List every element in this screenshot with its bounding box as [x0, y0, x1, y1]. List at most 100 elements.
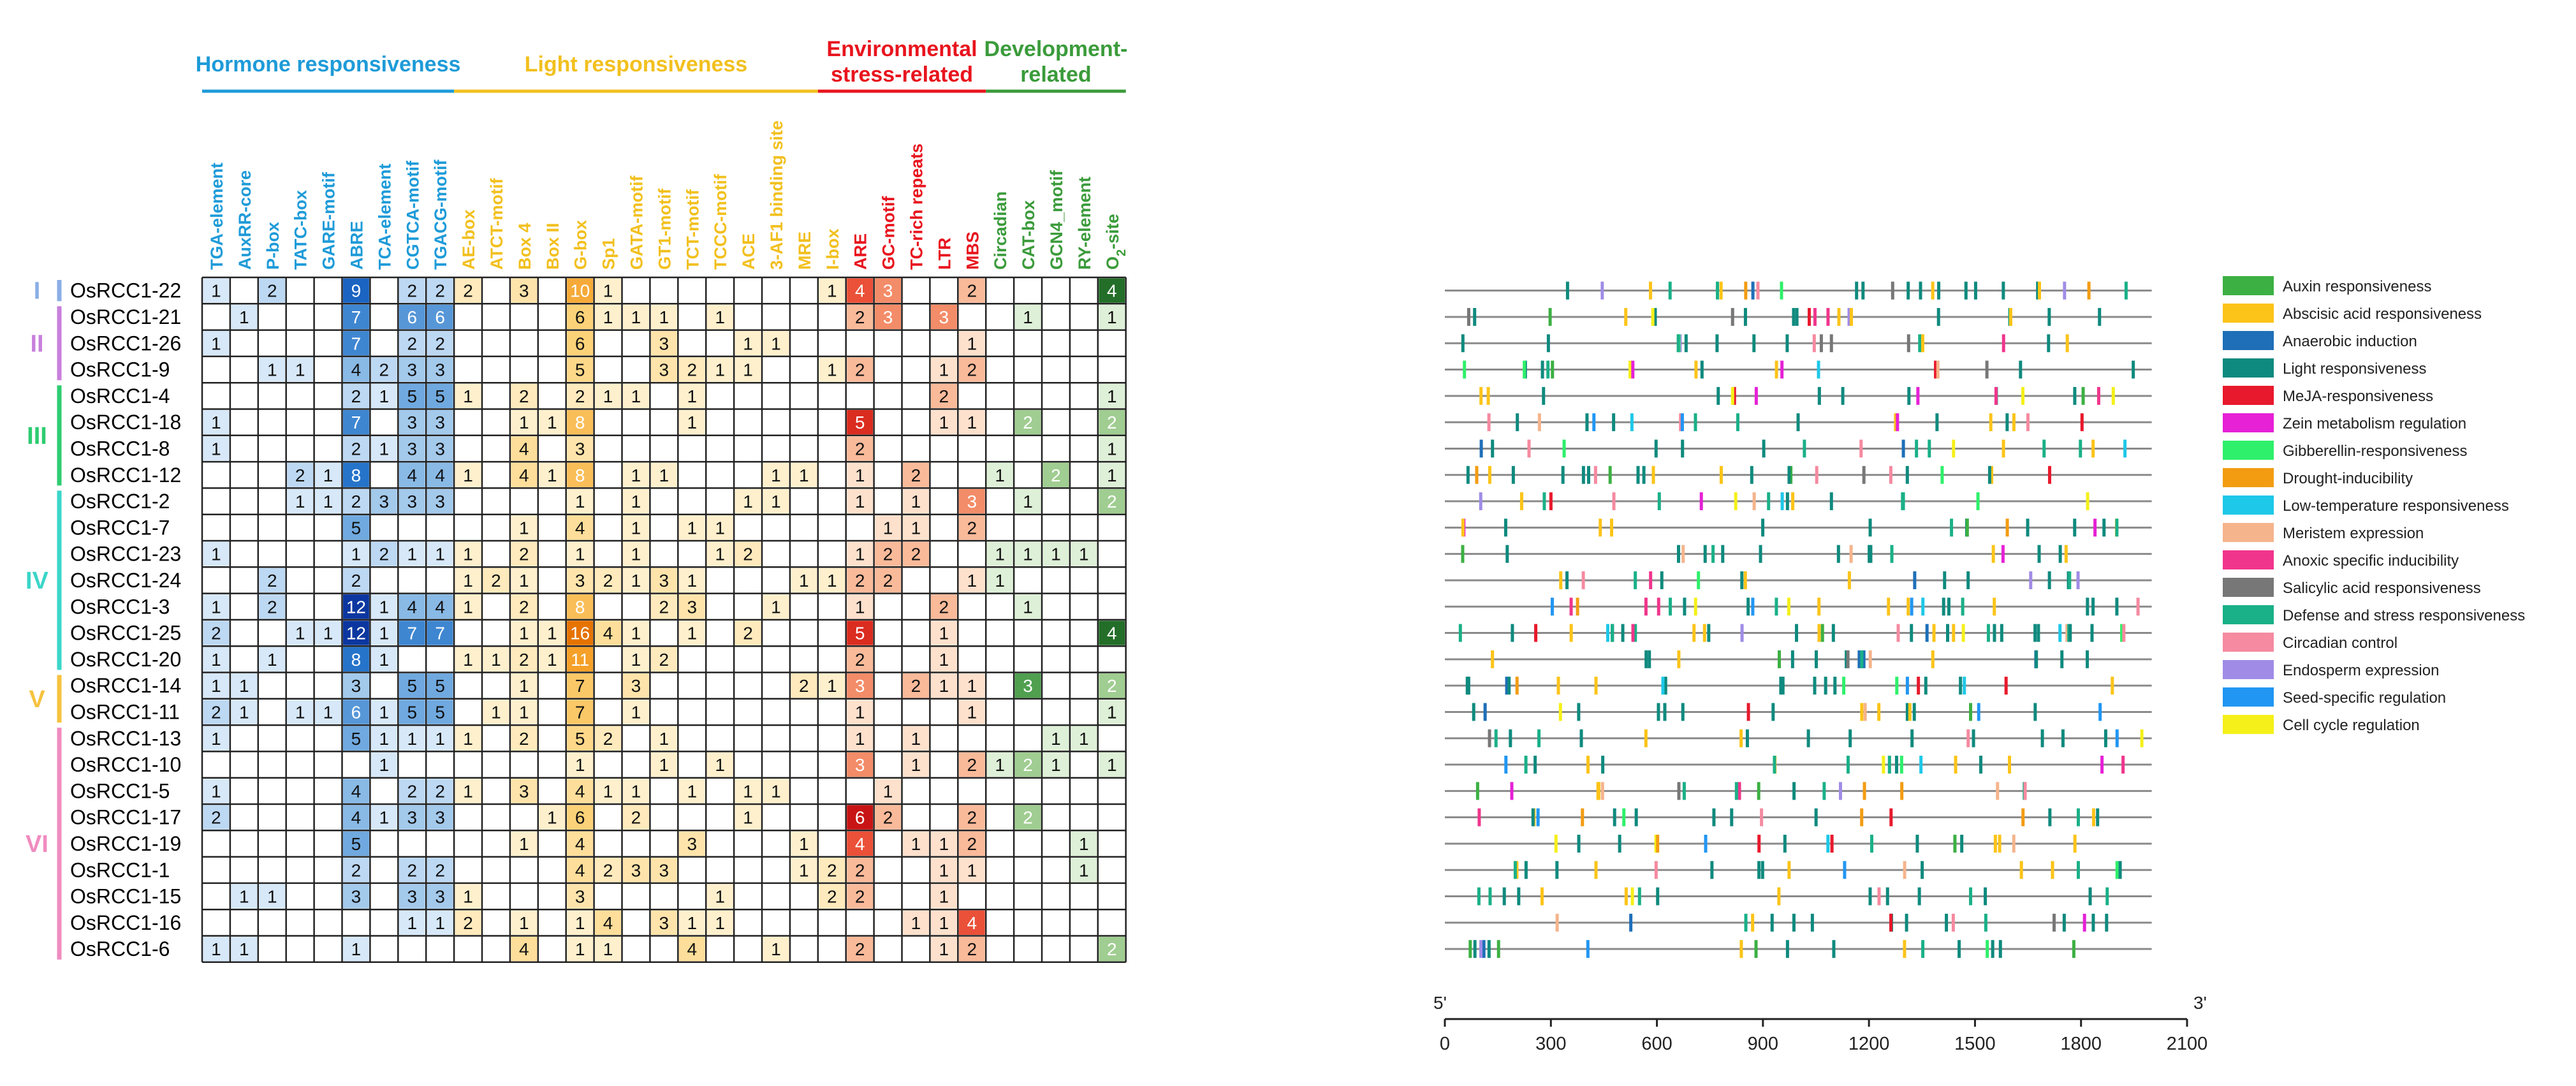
- heat-cell: [370, 357, 397, 382]
- motif-mark: [1628, 360, 1632, 379]
- motif-mark: [2002, 281, 2005, 300]
- column-label: ATCT-motif: [487, 178, 506, 270]
- group-label: II: [30, 330, 43, 357]
- motif-mark: [1996, 782, 2000, 800]
- heat-cell: [1014, 752, 1041, 777]
- column-label: AuxRR-core: [235, 170, 254, 270]
- heat-cell: [958, 752, 985, 777]
- motif-mark: [1843, 861, 1847, 879]
- heat-cell: [735, 620, 761, 645]
- heat-cell: [511, 910, 538, 935]
- motif-mark: [2048, 808, 2052, 826]
- heat-cell: [735, 541, 761, 566]
- heat-cell: [455, 568, 481, 593]
- motif-mark: [1649, 571, 1653, 589]
- motif-mark: [1775, 598, 1778, 616]
- cell-value: 2: [211, 702, 221, 722]
- legend-label: Low-temperature responsiveness: [2283, 497, 2509, 515]
- heat-cell: [847, 805, 874, 830]
- cell-value: 1: [659, 755, 670, 775]
- motif-mark: [1507, 677, 1511, 695]
- cell-value: 7: [575, 676, 585, 696]
- motif-mark: [1751, 913, 1755, 932]
- heat-cell: [930, 647, 957, 671]
- heat-cell: [567, 752, 594, 777]
- motif-mark: [2105, 913, 2109, 932]
- motif-mark: [1921, 940, 1925, 958]
- motif-mark: [1644, 598, 1648, 616]
- heat-cell: [567, 410, 594, 435]
- motif-mark: [1910, 729, 1914, 747]
- heat-cell: [903, 462, 929, 487]
- motif-mark: [1861, 281, 1865, 300]
- motif-mark: [1767, 492, 1771, 511]
- heat-cell: [455, 383, 481, 408]
- heat-cell: [399, 357, 425, 382]
- motif-mark: [1651, 466, 1655, 484]
- category-label-line: stress-related: [831, 62, 973, 87]
- motif-mark: [2063, 281, 2067, 300]
- motif-mark: [1707, 624, 1711, 642]
- heat-cell: [847, 488, 874, 514]
- motif-mark: [1847, 307, 1851, 326]
- heat-cell: [539, 805, 566, 830]
- heat-cell: [735, 779, 761, 803]
- cell-value: 3: [519, 781, 529, 801]
- heat-cell: [958, 937, 985, 962]
- motif-mark: [1562, 439, 1566, 458]
- heat-cell: [511, 278, 538, 303]
- heat-cell: [650, 357, 677, 382]
- motif-mark: [1908, 703, 1912, 721]
- heat-cell: [875, 779, 901, 803]
- heat-cell: [595, 779, 621, 803]
- motif-mark: [1932, 624, 1936, 642]
- cell-value: 1: [267, 887, 277, 907]
- cell-value: 1: [631, 492, 641, 511]
- motif-mark: [2115, 518, 2119, 537]
- legend-swatch: [2223, 468, 2274, 487]
- heat-cell: [203, 673, 230, 698]
- motif-mark: [1925, 624, 1929, 642]
- cell-value: 2: [435, 281, 445, 301]
- motif-mark: [1611, 624, 1614, 642]
- promoter-map: [1445, 281, 2152, 958]
- cell-value: 1: [323, 492, 333, 511]
- motif-mark: [1973, 281, 1977, 300]
- motif-mark: [2132, 360, 2135, 379]
- cell-value: 4: [351, 360, 362, 380]
- motif-mark: [2098, 307, 2102, 326]
- legend-label: Anoxic specific inducibility: [2283, 552, 2459, 569]
- cell-value: 4: [967, 913, 977, 933]
- motif-mark: [1551, 360, 1555, 379]
- cell-value: 1: [631, 386, 641, 406]
- cell-value: 3: [659, 913, 670, 933]
- motif-mark: [1826, 834, 1830, 853]
- heat-cell: [399, 304, 425, 330]
- motif-mark: [1986, 624, 1990, 642]
- cell-value: 2: [603, 729, 613, 749]
- gene-label: OsRCC1-5: [70, 779, 170, 802]
- cell-value: 1: [659, 307, 670, 327]
- cell-value: 1: [771, 597, 781, 617]
- cell-value: 4: [351, 781, 362, 801]
- cell-value: 6: [855, 808, 865, 828]
- heat-cell: [1099, 410, 1125, 435]
- motif-mark: [1998, 834, 2002, 853]
- motif-mark: [1536, 808, 1540, 826]
- heat-cell: [287, 488, 314, 514]
- axis-tick-label: 300: [1535, 1034, 1566, 1054]
- motif-mark: [1963, 677, 1966, 695]
- cell-value: 2: [883, 571, 893, 591]
- cell-value: 2: [407, 781, 417, 801]
- cell-value: 1: [939, 676, 949, 696]
- heat-cell: [595, 304, 621, 330]
- cell-value: 3: [687, 834, 697, 854]
- motif-mark: [1505, 545, 1509, 563]
- heat-cell: [1014, 673, 1041, 698]
- motif-mark: [1524, 861, 1528, 879]
- heat-cell: [650, 858, 677, 883]
- motif-mark: [1600, 782, 1604, 800]
- cell-value: 1: [575, 913, 585, 933]
- heat-cell: [847, 673, 874, 698]
- heat-cell: [539, 620, 566, 645]
